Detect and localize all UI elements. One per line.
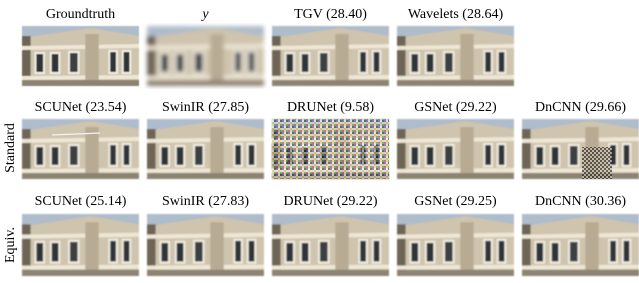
image-content bbox=[147, 214, 264, 276]
image-content bbox=[522, 214, 639, 276]
image-content bbox=[397, 214, 514, 276]
row-label: Standard bbox=[3, 123, 18, 173]
panel-label: TGV (28.40) bbox=[294, 7, 367, 22]
panel-label: SwinIR (27.85) bbox=[162, 100, 249, 115]
image-content bbox=[397, 26, 514, 86]
panel-label: DRUNet (29.22) bbox=[283, 194, 377, 209]
row-label: Equiv. bbox=[3, 227, 18, 263]
checker-artifact bbox=[582, 147, 612, 179]
image-content bbox=[22, 214, 139, 276]
image-content bbox=[272, 26, 389, 86]
image-content bbox=[147, 119, 264, 179]
image-content bbox=[522, 119, 639, 179]
image-patch bbox=[147, 119, 264, 179]
noise-artifact bbox=[272, 119, 389, 179]
image-patch bbox=[272, 119, 389, 179]
image-content bbox=[22, 26, 139, 86]
panel-label: SwinIR (27.83) bbox=[162, 194, 249, 209]
panel-grid: Groundtruth y TGV (28.40) Wavelets (28.64) S… bbox=[22, 7, 639, 276]
panel-label: DnCNN (30.36) bbox=[535, 194, 626, 209]
panel-label: SCUNet (25.14) bbox=[35, 194, 127, 209]
image-content bbox=[272, 214, 389, 276]
image-patch bbox=[22, 119, 139, 179]
image-patch bbox=[272, 214, 389, 276]
image-patch bbox=[22, 26, 139, 86]
image-content bbox=[397, 119, 514, 179]
panel-label: DRUNet (9.58) bbox=[287, 100, 374, 115]
panel-label: GSNet (29.22) bbox=[414, 100, 497, 115]
image-patch bbox=[397, 119, 514, 179]
image-content bbox=[147, 26, 264, 86]
image-patch bbox=[22, 214, 139, 276]
figure: Standard Equiv. Groundtruth y TGV (28.40) W… bbox=[0, 0, 639, 278]
panel-label: DnCNN (29.66) bbox=[535, 100, 626, 115]
panel-label: SCUNet (23.54) bbox=[35, 100, 127, 115]
image-patch bbox=[147, 214, 264, 276]
panel-label: Groundtruth bbox=[46, 7, 115, 22]
image-patch bbox=[397, 26, 514, 86]
image-patch bbox=[147, 26, 264, 86]
panel-label: y bbox=[200, 7, 209, 22]
image-content bbox=[22, 119, 139, 179]
panel-label: Wavelets (28.64) bbox=[408, 7, 504, 22]
image-patch bbox=[522, 119, 639, 179]
image-patch bbox=[272, 26, 389, 86]
panel-label: GSNet (29.25) bbox=[414, 194, 497, 209]
image-patch bbox=[397, 214, 514, 276]
page: {"rows": [ {"panels": ["Groundtruth", "y… bbox=[0, 0, 639, 278]
image-patch bbox=[522, 214, 639, 276]
